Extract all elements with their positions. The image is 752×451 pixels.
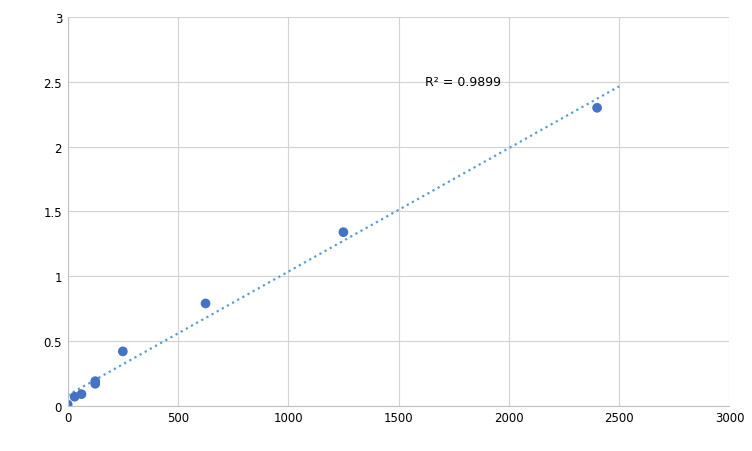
Point (68, 393, 80, 400)
Point (75, 391, 87, 398)
Point (591, 105, 603, 112)
Point (117, 348, 129, 355)
Point (89, 378, 102, 385)
Point (89, 380, 102, 387)
Point (338, 229, 350, 236)
Text: R² = 0.9899: R² = 0.9899 (425, 76, 501, 89)
Point (62, 401, 74, 408)
Point (199, 300, 211, 308)
